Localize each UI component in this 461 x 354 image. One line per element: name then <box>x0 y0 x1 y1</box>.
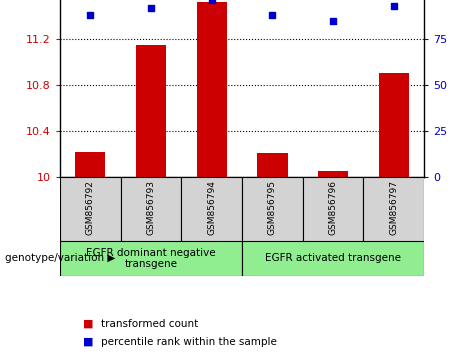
Bar <box>257 153 288 177</box>
Text: GSM856796: GSM856796 <box>329 180 337 235</box>
Point <box>148 5 155 11</box>
Bar <box>363 177 424 241</box>
Text: GSM856795: GSM856795 <box>268 180 277 235</box>
Text: ■: ■ <box>83 337 94 347</box>
Text: genotype/variation ▶: genotype/variation ▶ <box>5 253 115 263</box>
Bar <box>60 177 121 241</box>
Text: ■: ■ <box>83 319 94 329</box>
Text: percentile rank within the sample: percentile rank within the sample <box>101 337 278 347</box>
Point <box>269 12 276 18</box>
Bar <box>196 2 227 177</box>
Bar <box>242 177 303 241</box>
Point <box>390 3 397 8</box>
Text: GSM856793: GSM856793 <box>147 180 155 235</box>
Bar <box>303 177 363 241</box>
Text: EGFR dominant negative
transgene: EGFR dominant negative transgene <box>86 247 216 269</box>
Text: GSM856797: GSM856797 <box>389 180 398 235</box>
Bar <box>60 241 242 276</box>
Point <box>329 18 337 23</box>
Bar <box>242 241 424 276</box>
Bar <box>181 177 242 241</box>
Text: EGFR activated transgene: EGFR activated transgene <box>265 253 401 263</box>
Text: GSM856794: GSM856794 <box>207 180 216 235</box>
Text: transformed count: transformed count <box>101 319 199 329</box>
Bar <box>378 73 409 177</box>
Bar <box>121 177 181 241</box>
Bar <box>318 171 348 177</box>
Text: GSM856792: GSM856792 <box>86 180 95 235</box>
Bar <box>75 152 106 177</box>
Point <box>87 12 94 18</box>
Bar <box>136 45 166 177</box>
Point <box>208 0 215 3</box>
